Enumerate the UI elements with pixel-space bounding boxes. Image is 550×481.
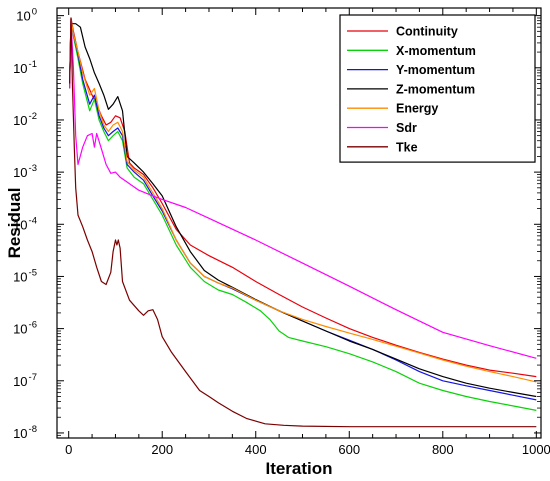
x-tick-label: 200 — [151, 442, 173, 457]
series-line-sdr — [69, 20, 537, 359]
legend-label: Continuity — [396, 25, 458, 39]
legend-label: Y-momentum — [396, 63, 475, 77]
legend-label: X-momentum — [396, 44, 476, 58]
plot-frame — [56, 7, 542, 439]
y-tick-label: 10-2 — [13, 111, 37, 128]
legend-label: Sdr — [396, 121, 417, 135]
series-line-tke — [69, 17, 537, 428]
x-tick-label: 600 — [338, 442, 360, 457]
legend-label: Tke — [396, 140, 418, 154]
x-axis-title: Iteration — [265, 459, 332, 478]
y-tick-label: 10-7 — [13, 372, 37, 389]
legend-label: Energy — [396, 102, 438, 116]
series-layer — [69, 17, 537, 428]
x-tick-label: 0 — [65, 442, 72, 457]
series-line-z-momentum — [69, 23, 537, 398]
legend-label: Z-momentum — [396, 82, 475, 96]
y-tick-label: 10-8 — [13, 424, 37, 441]
series-line-energy — [69, 18, 537, 383]
y-tick-label: 10-3 — [13, 163, 37, 180]
y-tick-label: 10-6 — [13, 320, 37, 337]
x-tick-label: 800 — [432, 442, 454, 457]
y-tick-label: 10-1 — [13, 59, 37, 76]
y-tick-label: 10-5 — [13, 267, 37, 284]
x-tick-label: 400 — [245, 442, 267, 457]
y-axis-title: Residual — [5, 188, 24, 259]
y-tick-label: 100 — [16, 7, 37, 24]
x-tick-label: 1000 — [522, 442, 550, 457]
series-line-x-momentum — [69, 20, 537, 411]
legend: Continuity X-momentum Y-momentum Z-momentum… — [339, 14, 536, 163]
